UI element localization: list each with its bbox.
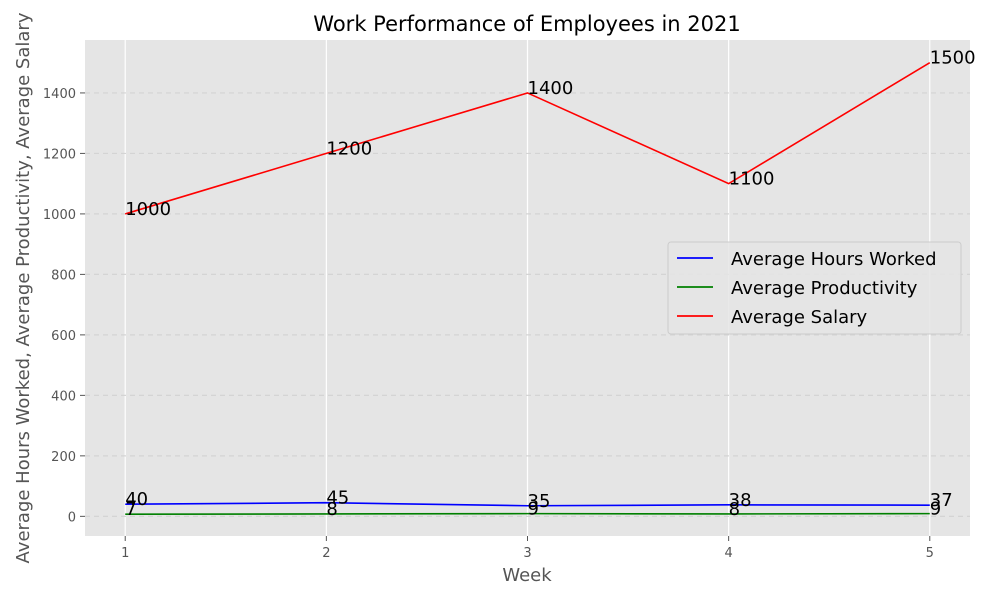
x-tick-label: 3 xyxy=(523,546,531,561)
data-label: 1400 xyxy=(528,78,574,99)
x-tick-label: 4 xyxy=(724,546,732,561)
legend-label: Average Salary xyxy=(731,307,868,328)
data-label: 1200 xyxy=(326,138,372,159)
y-tick-label: 1000 xyxy=(43,208,76,223)
data-label: 8 xyxy=(326,499,337,520)
series-line-1 xyxy=(125,501,930,507)
y-axis-label: Average Hours Worked, Average Productivi… xyxy=(13,12,34,563)
data-label: 1100 xyxy=(729,169,775,190)
y-tick-label: 200 xyxy=(51,450,76,465)
data-label: 45 xyxy=(326,488,349,509)
legend-label: Average Productivity xyxy=(731,278,918,299)
data-labels: 40 45 35 38 37 7 8 9 8 9 1000 1200 1400 1100 1500 xyxy=(125,48,975,521)
y-tick-label: 400 xyxy=(51,389,76,404)
y-tick-label: 600 xyxy=(51,329,76,344)
data-label: 9 xyxy=(528,499,539,520)
series-lines xyxy=(124,61,931,516)
data-label: 38 xyxy=(729,490,752,511)
data-label: 1000 xyxy=(125,199,171,220)
series-line-3 xyxy=(124,61,931,215)
data-label: 40 xyxy=(125,489,148,510)
y-axis-ticks: 0 200 400 600 800 1000 1200 1400 xyxy=(43,87,85,525)
x-axis-ticks: 1 2 3 4 5 xyxy=(121,536,934,561)
y-tick-label: 800 xyxy=(51,268,76,283)
x-tick-label: 1 xyxy=(121,546,129,561)
chart-title: Work Performance of Employees in 2021 xyxy=(313,12,740,36)
y-tick-label: 0 xyxy=(68,510,76,525)
y-tick-label: 1400 xyxy=(43,87,76,102)
legend-label: Average Hours Worked xyxy=(731,249,937,270)
data-label: 35 xyxy=(528,491,551,512)
data-label: 9 xyxy=(930,499,941,520)
x-axis-label: Week xyxy=(502,565,552,586)
x-tick-label: 5 xyxy=(926,546,934,561)
data-label: 7 xyxy=(125,499,136,520)
data-label: 8 xyxy=(729,499,740,520)
series-line-2 xyxy=(125,512,930,516)
x-tick-label: 2 xyxy=(322,546,330,561)
legend: Average Hours Worked Average Productivity… xyxy=(667,241,962,335)
legend-box xyxy=(667,241,962,335)
data-label: 1500 xyxy=(930,48,976,69)
data-label: 37 xyxy=(930,490,953,511)
y-tick-label: 1200 xyxy=(43,147,76,162)
